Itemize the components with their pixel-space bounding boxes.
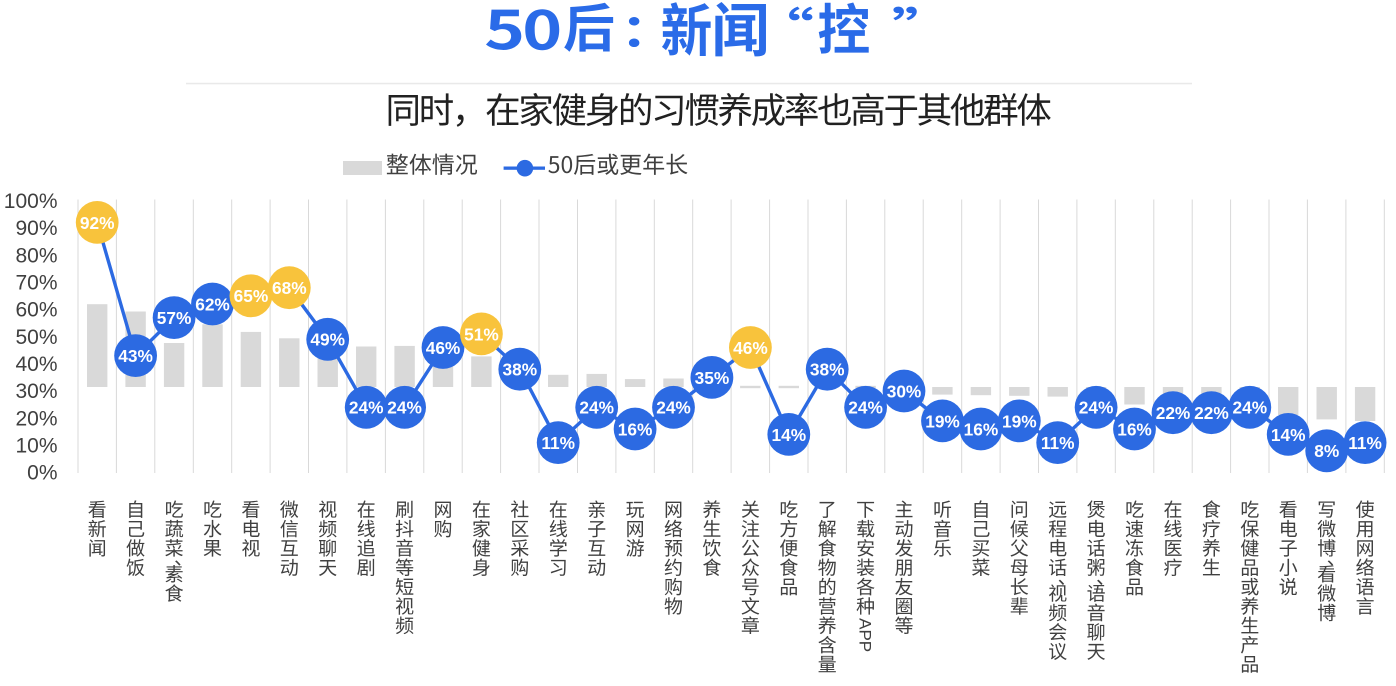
svg-text:50%: 50% — [15, 326, 57, 349]
svg-text:65%: 65% — [234, 286, 269, 306]
svg-text:80%: 80% — [15, 244, 57, 267]
svg-text:51%: 51% — [464, 324, 499, 344]
svg-text:APP: APP — [856, 618, 875, 652]
svg-text:35%: 35% — [695, 368, 730, 388]
svg-text:90%: 90% — [15, 217, 57, 240]
svg-text:70%: 70% — [15, 271, 57, 294]
svg-text:40%: 40% — [15, 353, 57, 376]
svg-text:19%: 19% — [1002, 411, 1037, 431]
svg-text:24%: 24% — [656, 398, 691, 418]
svg-text:11%: 11% — [1041, 433, 1075, 453]
svg-text:49%: 49% — [310, 330, 345, 350]
svg-text:38%: 38% — [503, 360, 538, 380]
svg-text:16%: 16% — [1117, 419, 1152, 439]
svg-text:57%: 57% — [157, 308, 192, 328]
svg-text:60%: 60% — [15, 299, 57, 322]
svg-text:30%: 30% — [887, 381, 922, 401]
svg-text:43%: 43% — [118, 346, 153, 366]
svg-text:22%: 22% — [1194, 403, 1229, 423]
svg-text:0%: 0% — [27, 462, 57, 485]
svg-text:22%: 22% — [1156, 403, 1191, 423]
svg-text:92%: 92% — [80, 213, 115, 233]
svg-text:100%: 100% — [4, 190, 58, 213]
svg-text:8%: 8% — [1314, 441, 1339, 461]
svg-text:16%: 16% — [618, 419, 653, 439]
svg-text:46%: 46% — [733, 338, 768, 358]
svg-text:14%: 14% — [1271, 425, 1306, 445]
svg-text:19%: 19% — [925, 411, 960, 431]
svg-text:24%: 24% — [1079, 398, 1114, 418]
svg-text:68%: 68% — [272, 278, 307, 298]
svg-text:24%: 24% — [387, 398, 422, 418]
svg-text:24%: 24% — [848, 398, 883, 418]
svg-text:24%: 24% — [349, 398, 384, 418]
svg-text:20%: 20% — [15, 407, 57, 430]
svg-text:46%: 46% — [426, 338, 461, 358]
svg-text:11%: 11% — [1348, 433, 1382, 453]
svg-text:62%: 62% — [195, 294, 230, 314]
svg-text:24%: 24% — [1233, 398, 1268, 418]
svg-text:16%: 16% — [964, 419, 999, 439]
svg-text:24%: 24% — [579, 398, 614, 418]
svg-text:11%: 11% — [541, 433, 575, 453]
svg-text:14%: 14% — [772, 425, 807, 445]
svg-text:38%: 38% — [810, 360, 845, 380]
svg-text:10%: 10% — [15, 435, 57, 458]
svg-text:30%: 30% — [15, 380, 57, 403]
